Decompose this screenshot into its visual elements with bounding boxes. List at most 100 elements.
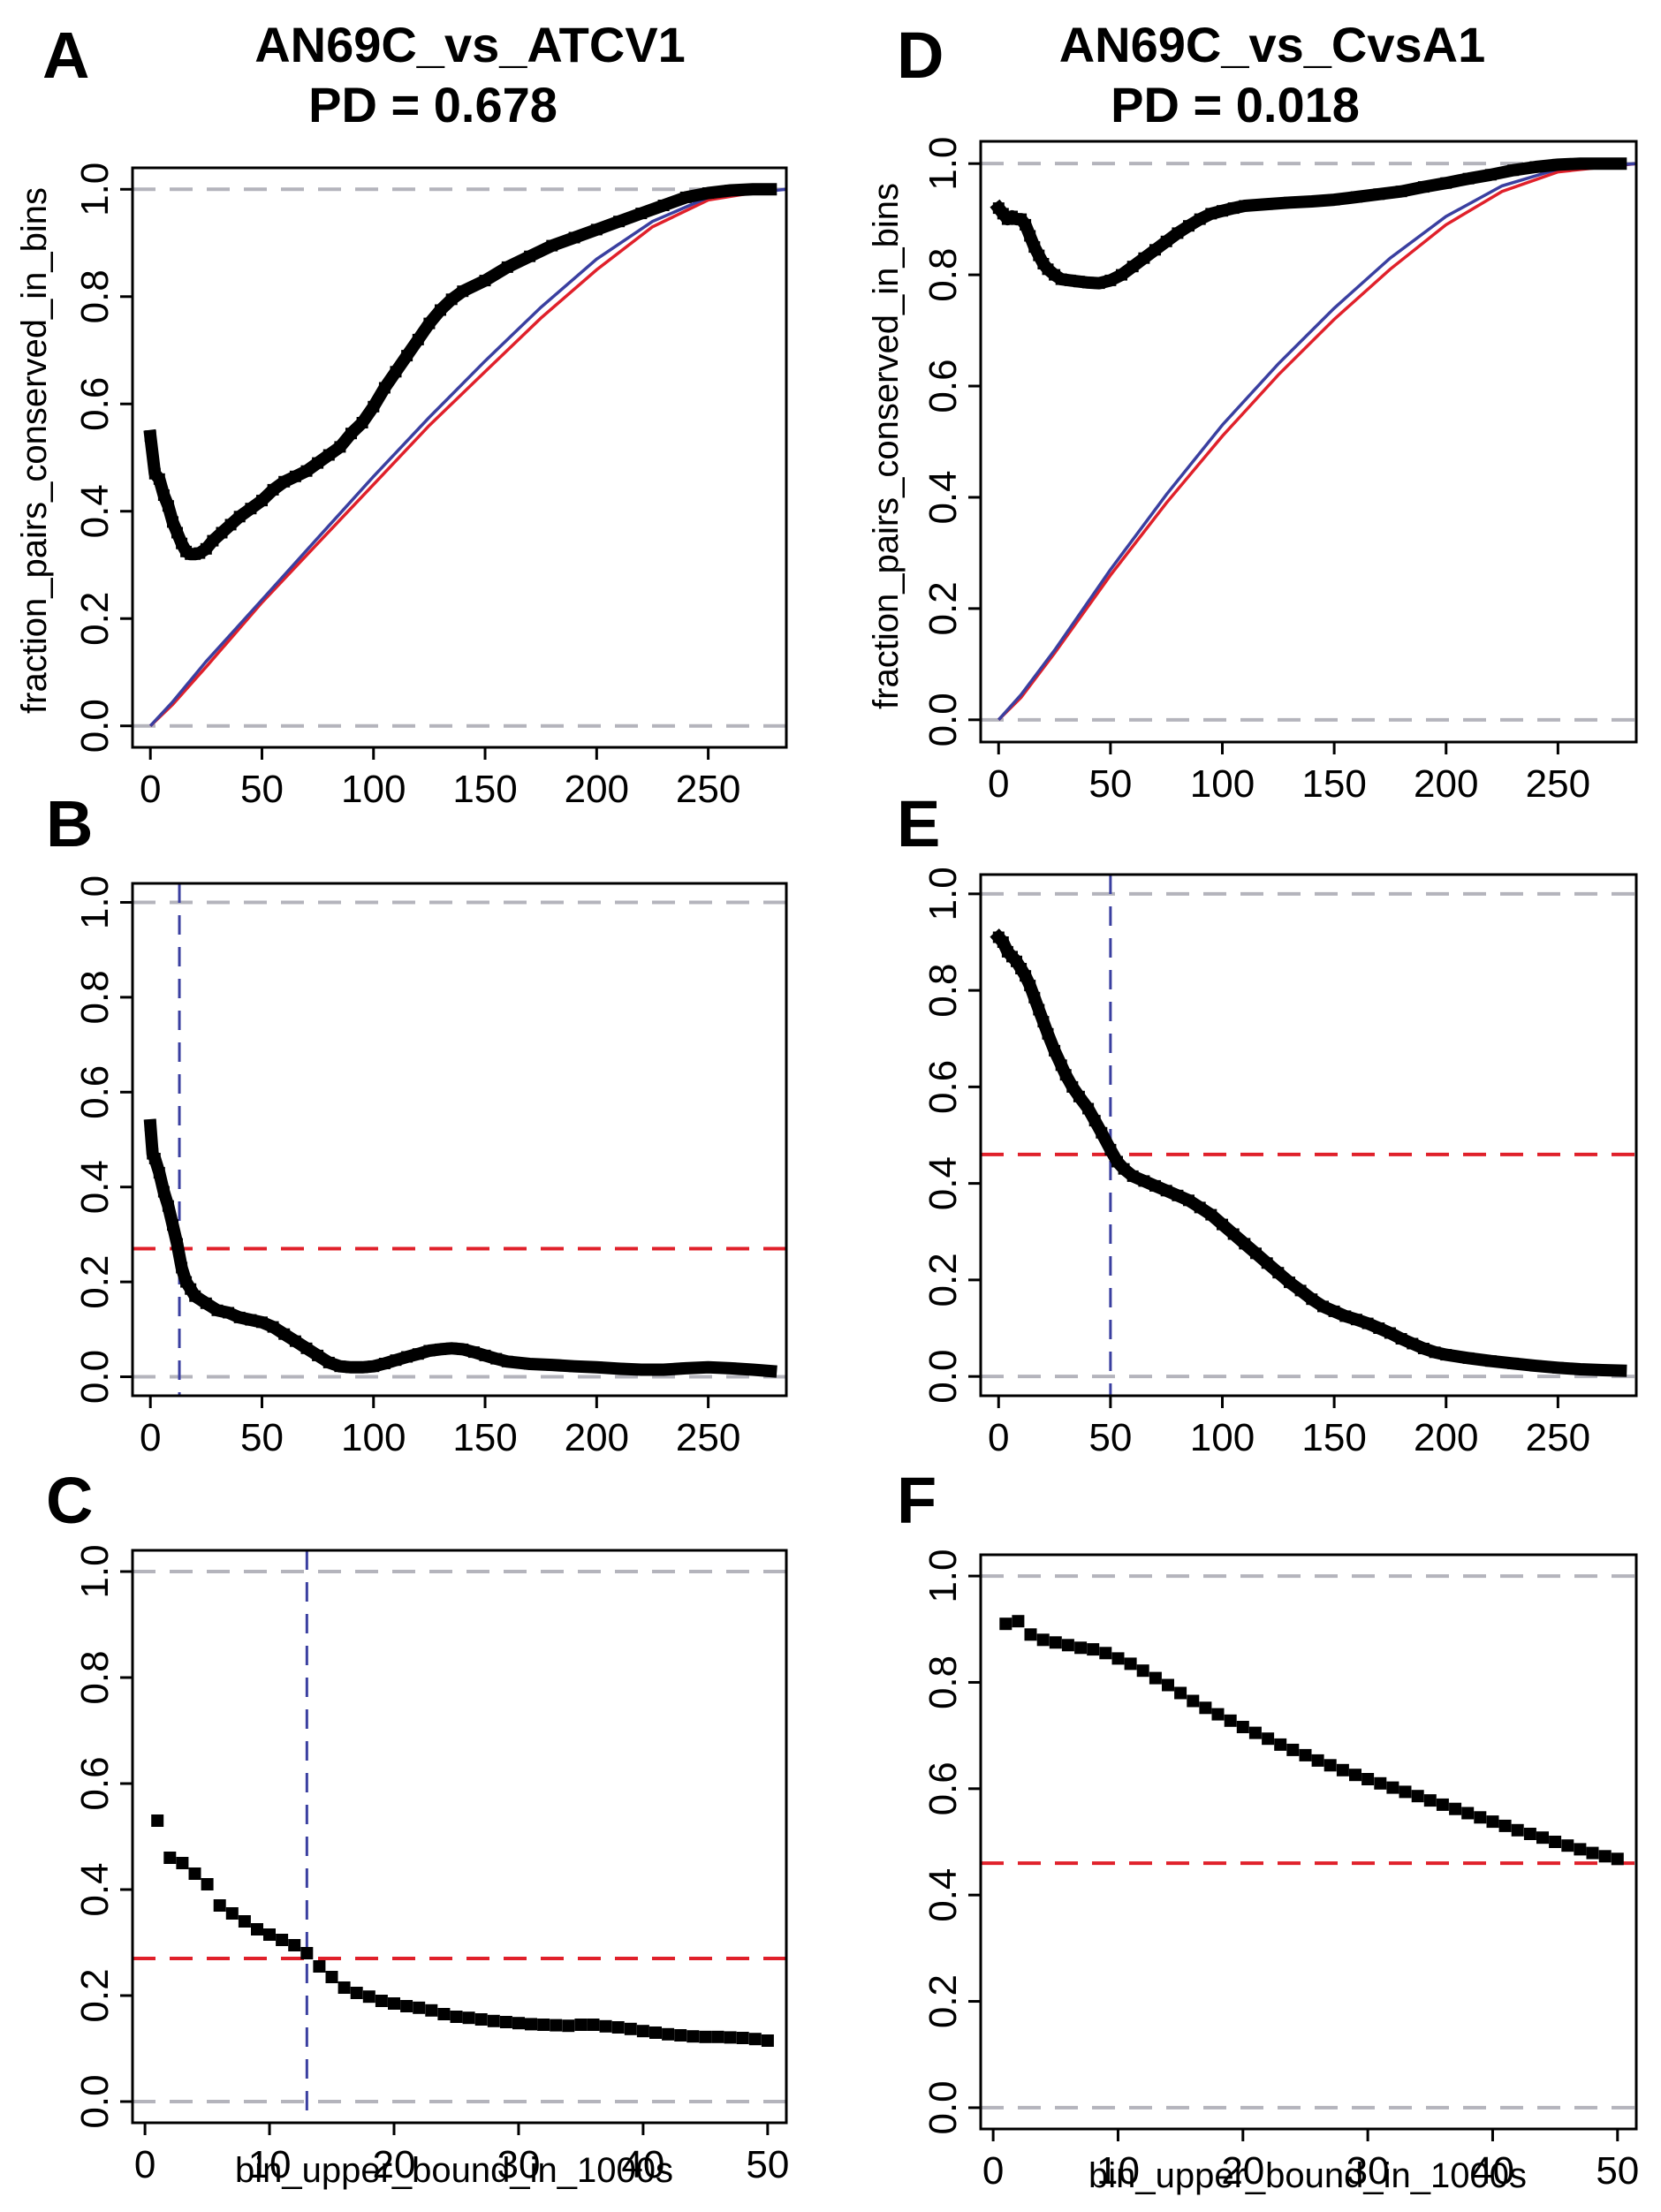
y-tick-label-a-0: 0.0 <box>73 699 117 753</box>
data-point-a-47 <box>702 187 715 199</box>
data-point-f-46 <box>1574 1843 1587 1856</box>
data-point-a-28 <box>368 400 380 413</box>
y-tick-label-d-0: 0.0 <box>922 693 965 746</box>
x-tick-label-b-3: 150 <box>452 1416 517 1459</box>
plot-frame-e <box>979 873 1638 1398</box>
data-point-e-25 <box>1149 1179 1161 1192</box>
y-tick-label-f-1: 0.2 <box>922 1974 965 2028</box>
data-point-a-50 <box>764 183 777 195</box>
data-point-d-14 <box>1064 274 1076 286</box>
y-tick-label-b-3: 0.6 <box>73 1065 117 1119</box>
data-point-c-4 <box>201 1878 214 1890</box>
data-point-f-29 <box>1361 1773 1375 1785</box>
data-point-f-16 <box>1199 1701 1212 1715</box>
data-point-f-24 <box>1299 1748 1312 1761</box>
data-point-f-11 <box>1136 1664 1149 1678</box>
data-point-f-10 <box>1124 1657 1137 1670</box>
y-tick-label-b-0: 0.0 <box>73 1350 117 1404</box>
data-point-a-35 <box>445 293 458 306</box>
y-tick-label-d-1: 0.2 <box>922 581 965 635</box>
data-point-c-20 <box>400 2000 413 2012</box>
x-tick-label-a-4: 200 <box>565 768 629 811</box>
data-point-e-44 <box>1361 1317 1374 1329</box>
data-point-b-33 <box>435 1343 446 1355</box>
data-point-c-13 <box>313 1960 326 1973</box>
data-point-b-3 <box>153 1167 165 1179</box>
data-point-e-28 <box>1183 1194 1195 1207</box>
data-point-d-24 <box>1172 227 1184 239</box>
data-point-a-44 <box>635 208 648 220</box>
data-point-d-36 <box>1373 188 1385 201</box>
data-point-d-21 <box>1138 252 1150 264</box>
data-point-c-49 <box>761 2034 774 2047</box>
data-point-c-41 <box>662 2027 675 2041</box>
data-point-d-32 <box>1284 196 1295 208</box>
expected-line-blue-d <box>997 162 1636 721</box>
data-point-d-25 <box>1183 220 1195 232</box>
data-point-a-49 <box>747 183 759 195</box>
data-point-c-48 <box>748 2033 762 2046</box>
data-point-c-21 <box>413 2001 426 2014</box>
data-point-d-20 <box>1126 261 1139 273</box>
data-point-e-47 <box>1395 1333 1407 1345</box>
x-tick-label-f-1: 10 <box>1096 2149 1140 2193</box>
x-axis-label-panel-f: bin_upper_bound_in_1000s <box>1088 2156 1527 2195</box>
data-point-d-45 <box>1574 157 1587 170</box>
data-point-d-47 <box>1614 157 1627 170</box>
data-point-a-19 <box>267 483 279 496</box>
x-tick-label-f-2: 20 <box>1221 2149 1264 2193</box>
x-tick-label-a-1: 50 <box>240 768 284 811</box>
data-point-a-29 <box>378 382 391 394</box>
data-point-b-35 <box>457 1343 469 1355</box>
x-tick-label-e-3: 150 <box>1301 1416 1366 1459</box>
data-point-f-35 <box>1436 1798 1449 1811</box>
data-point-b-2 <box>148 1153 161 1164</box>
y-tick-label-d-3: 0.6 <box>922 359 965 413</box>
data-point-f-45 <box>1561 1839 1574 1852</box>
data-point-e-55 <box>1529 1360 1542 1372</box>
data-point-d-37 <box>1395 186 1407 198</box>
data-point-a-15 <box>224 519 237 531</box>
data-point-f-37 <box>1461 1807 1475 1820</box>
x-tick-label-d-3: 150 <box>1301 762 1366 806</box>
data-point-b-32 <box>423 1345 436 1357</box>
data-point-f-17 <box>1211 1708 1225 1721</box>
y-tick-label-a-5: 1.0 <box>73 163 117 216</box>
data-point-a-18 <box>256 495 268 507</box>
plot-frame-b <box>131 882 788 1398</box>
data-point-d-42 <box>1507 164 1520 177</box>
data-point-c-33 <box>562 2019 575 2033</box>
plot-panel-c: 0 10 20 30 40 50 0.0 0.2 0.4 0.6 0.8 1.0 <box>73 1544 789 2186</box>
data-point-b-48 <box>702 1361 715 1374</box>
data-point-d-34 <box>1328 193 1340 206</box>
plot-area-e <box>981 875 1636 1396</box>
data-point-d-43 <box>1529 161 1542 173</box>
data-point-c-17 <box>362 1990 375 2004</box>
data-point-c-43 <box>686 2030 700 2043</box>
data-point-d-33 <box>1306 195 1318 208</box>
title-panel-d: AN69C_vs_CvsA1 <box>1059 17 1486 72</box>
data-point-b-17 <box>256 1316 268 1329</box>
panel-letter-d: D <box>897 19 944 92</box>
data-point-d-38 <box>1417 181 1430 193</box>
data-point-a-41 <box>568 231 580 244</box>
y-tick-label-b-2: 0.4 <box>73 1160 117 1214</box>
data-point-e-23 <box>1126 1170 1139 1182</box>
data-point-f-26 <box>1323 1759 1337 1772</box>
data-point-d-6 <box>1020 218 1032 231</box>
data-point-d-44 <box>1551 158 1564 170</box>
x-tick-label-a-3: 150 <box>452 768 517 811</box>
x-tick-label-a-5: 250 <box>676 768 740 811</box>
data-point-f-8 <box>1099 1647 1112 1660</box>
data-point-e-48 <box>1407 1337 1419 1350</box>
data-point-a-31 <box>401 350 413 362</box>
plot-panel-d: 0 50 100 150 200 250 0.0 0.2 0.4 0.6 0.8 1.0 <box>922 137 1638 806</box>
data-point-a-45 <box>657 200 670 211</box>
data-point-c-7 <box>238 1915 251 1928</box>
data-point-c-47 <box>736 2032 749 2044</box>
data-point-a-0 <box>144 430 156 443</box>
data-point-d-39 <box>1440 177 1452 189</box>
data-point-e-8 <box>1028 991 1041 1004</box>
data-point-a-36 <box>457 285 469 298</box>
